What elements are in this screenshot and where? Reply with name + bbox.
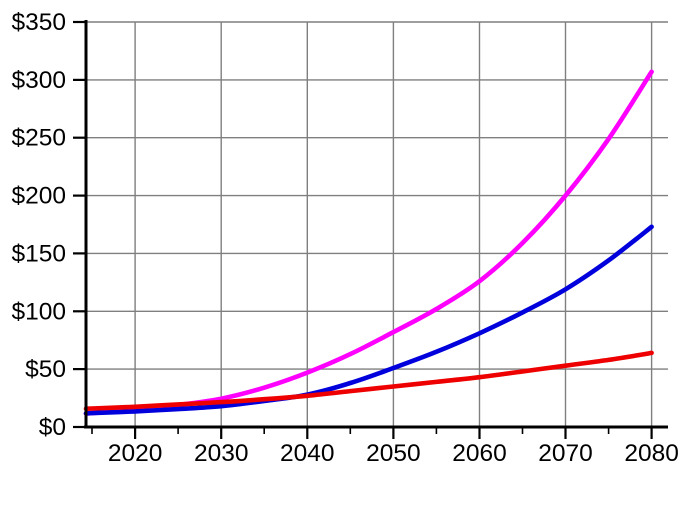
- y-tick-label: $250: [11, 125, 66, 152]
- x-tick-label: 2080: [624, 440, 679, 467]
- y-tick-label: $50: [25, 356, 66, 383]
- x-tick-label: 2070: [538, 440, 593, 467]
- x-tick-label: 2050: [366, 440, 421, 467]
- y-tick-label: $350: [11, 9, 66, 36]
- x-tick-label: 2040: [280, 440, 335, 467]
- y-tick-label: $300: [11, 67, 66, 94]
- x-tick-label: 2020: [108, 440, 163, 467]
- y-tick-label: $200: [11, 183, 66, 210]
- x-tick-label: 2060: [452, 440, 507, 467]
- magenta-line: [83, 69, 654, 416]
- blue-line: [83, 224, 654, 416]
- x-tick-label: 2030: [194, 440, 249, 467]
- y-tick-label: $100: [11, 298, 66, 325]
- red-line: [83, 350, 654, 412]
- y-tick-label: $150: [11, 240, 66, 267]
- y-tick-label: $0: [39, 414, 66, 441]
